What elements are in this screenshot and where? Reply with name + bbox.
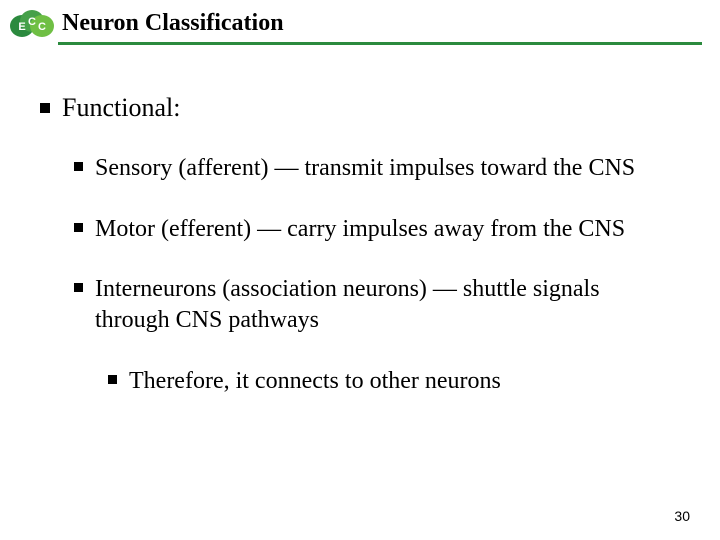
svg-text:C: C xyxy=(38,21,46,33)
ecc-logo-icon: E C C xyxy=(8,6,56,40)
bullet-square-icon xyxy=(74,283,83,292)
bullet-level1: Functional: xyxy=(40,93,680,123)
bullet-square-icon xyxy=(40,103,50,113)
bullet-level2: Motor (efferent) — carry impulses away f… xyxy=(74,214,680,245)
bullet-square-icon xyxy=(74,223,83,232)
bullet-text: Sensory (afferent) — transmit impulses t… xyxy=(95,153,635,184)
bullet-level2: Sensory (afferent) — transmit impulses t… xyxy=(74,153,680,184)
bullet-square-icon xyxy=(74,162,83,171)
svg-text:E: E xyxy=(18,21,25,33)
page-number: 30 xyxy=(674,508,690,524)
bullet-level2: Interneurons (association neurons) — shu… xyxy=(74,274,680,335)
bullet-text: Motor (efferent) — carry impulses away f… xyxy=(95,214,625,245)
svg-text:C: C xyxy=(28,16,36,28)
slide-title: Neuron Classification xyxy=(62,10,284,37)
bullet-level3: Therefore, it connects to other neurons xyxy=(108,366,680,397)
bullet-text: Therefore, it connects to other neurons xyxy=(129,366,501,397)
slide-content: Functional: Sensory (afferent) — transmi… xyxy=(0,45,720,397)
bullet-text: Interneurons (association neurons) — shu… xyxy=(95,274,680,335)
bullet-square-icon xyxy=(108,375,117,384)
bullet-text: Functional: xyxy=(62,93,180,123)
slide-header: E C C Neuron Classification xyxy=(0,0,720,42)
